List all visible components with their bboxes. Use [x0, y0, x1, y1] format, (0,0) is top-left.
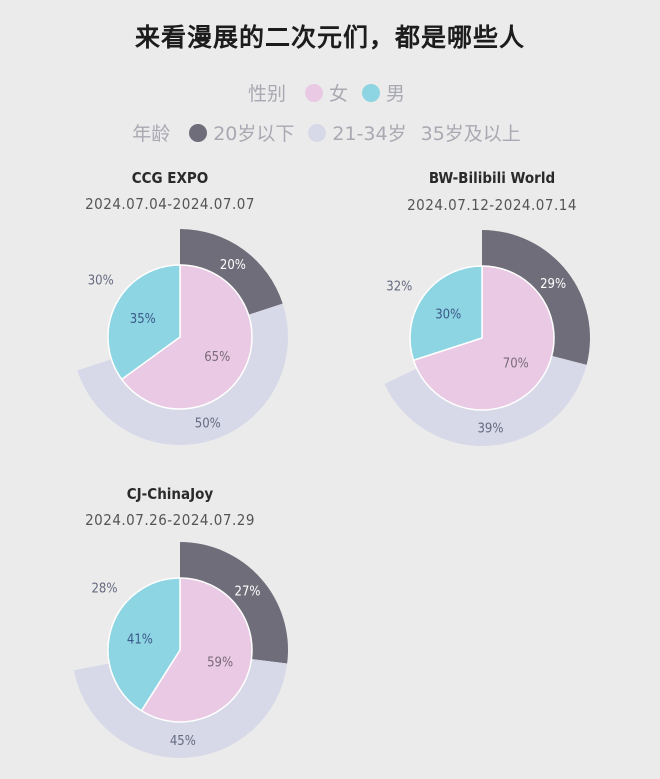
gender-legend-title: 性别 [247, 83, 286, 105]
outer-label-35-plus: 28% [91, 582, 117, 597]
male-swatch [362, 83, 380, 102]
outer-label-35-plus: 32% [386, 279, 412, 294]
donut-chart-1: CCG EXPO 2024.07.04-2024.07.07 65% 35% 20% 50… [77, 169, 289, 445]
outer-label-21-34: 45% [170, 734, 196, 749]
outer-slice-under-20 [180, 229, 283, 315]
inner-slice-female [140, 577, 253, 723]
gender-legend: 性别 女 男 [0, 79, 660, 106]
inner-slice-female [412, 265, 555, 411]
inner-slice-male [409, 265, 483, 362]
female-swatch [304, 83, 323, 102]
legend-item-male: 男 [362, 79, 405, 106]
age-legend-title: 年龄 [132, 123, 171, 145]
chart-title: BW-Bilibili World [429, 169, 555, 187]
legend-item-21-34: 21-34岁 [308, 119, 407, 146]
inner-label-male: 41% [127, 632, 153, 647]
chart-title: CJ-ChinaJoy [127, 485, 214, 503]
age-legend: 年龄 20岁以下 21-34岁 35岁及以上 [0, 119, 660, 146]
donut-chart-2: BW-Bilibili World 2024.07.12-2024.07.14 70… [384, 169, 590, 446]
outer-slice-21-34 [384, 355, 587, 446]
inner-label-male: 35% [130, 312, 156, 327]
outer-label-35-plus: 30% [88, 273, 114, 288]
legend-item-35-plus: 35岁及以上 [421, 119, 521, 146]
chart-title: CCG EXPO [132, 169, 209, 187]
outer-label-under-20: 29% [540, 277, 566, 292]
outer-label-21-34: 39% [477, 422, 503, 437]
under-20-swatch [189, 123, 208, 142]
legend-item-female: 女 [304, 79, 348, 106]
page-title: 来看漫展的二次元们，都是哪些人 [134, 23, 525, 52]
inner-slice-female [120, 264, 253, 410]
outer-slice-21-34 [77, 303, 289, 445]
inner-label-female: 59% [207, 656, 233, 671]
legend-label-female: 女 [328, 83, 348, 105]
inner-label-male: 30% [435, 307, 461, 322]
inner-slice-male [107, 264, 181, 381]
legend-item-under-20: 20岁以下 [189, 119, 294, 146]
chart-date-range: 2024.07.26-2024.07.29 [85, 511, 255, 529]
chart-date-range: 2024.07.12-2024.07.14 [407, 196, 577, 214]
inner-label-female: 65% [204, 350, 230, 365]
outer-label-21-34: 50% [195, 417, 221, 432]
chart-date-range: 2024.07.04-2024.07.07 [85, 195, 255, 213]
21-34-swatch [308, 123, 327, 142]
legend-label-male: 男 [386, 83, 406, 105]
outer-label-under-20: 20% [220, 258, 246, 273]
outer-slice-21-34 [73, 659, 288, 758]
outer-slice-under-20 [180, 542, 288, 664]
legend-label-under-20: 20岁以下 [213, 123, 295, 145]
outer-slice-under-20 [482, 230, 590, 365]
donut-chart-3: CJ-ChinaJoy 2024.07.26-2024.07.29 59% 41% 27… [73, 485, 288, 758]
inner-label-female: 70% [503, 357, 529, 372]
legend-label-21-34: 21-34岁 [332, 123, 407, 145]
outer-label-under-20: 27% [235, 584, 261, 599]
legend-label-35-plus: 35岁及以上 [420, 123, 521, 145]
inner-slice-male [107, 577, 181, 712]
